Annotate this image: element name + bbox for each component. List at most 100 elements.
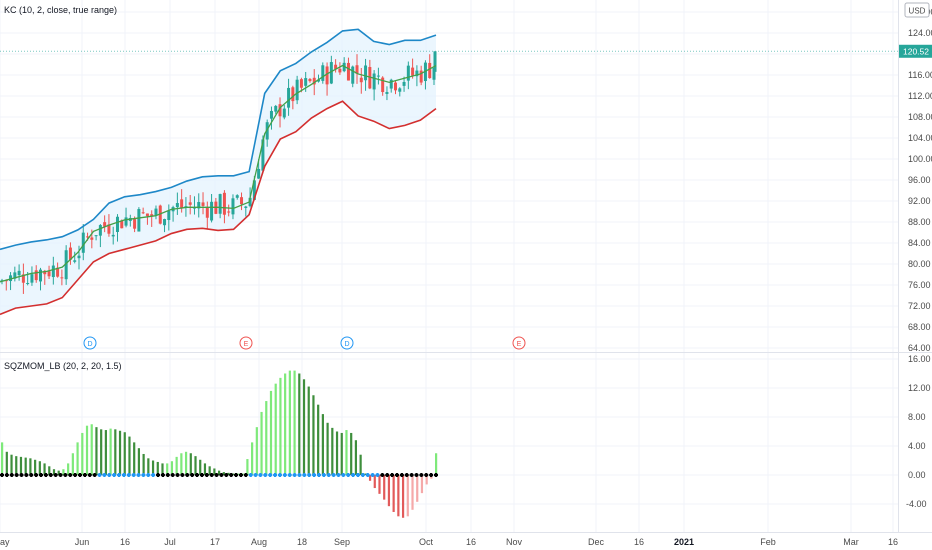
kc-indicator-label[interactable]: KC (10, 2, close, true range) [4,5,117,15]
candle-body [167,210,171,221]
momentum-axis[interactable]: 16.00 12.00 8.00 4.00 0.00 -4.00 [906,354,931,509]
squeeze-dot [307,473,312,477]
momentum-bar [288,370,291,475]
squeeze-dot [297,473,302,477]
candle-body [115,216,119,232]
candle-body [150,214,154,217]
momentum-bar [175,456,178,475]
squeeze-dot [273,473,278,477]
candle-body [257,168,261,179]
momentum-bar [350,432,353,475]
squeeze-dot [117,473,122,477]
momentum-bar [420,475,424,494]
squeeze-dot [204,473,209,477]
squeeze-dot [380,473,385,477]
candle-body [321,65,325,81]
price-tick-label: 68.00 [908,322,931,332]
squeeze-dot [326,473,331,477]
dividend-event-marker[interactable] [83,336,97,350]
candle-body [133,219,137,229]
candle-body [428,62,432,79]
time-tick-label: Mar [843,537,859,547]
price-tick-label: 100.00 [908,154,932,164]
candle-body [51,265,55,278]
momentum-bar [401,475,405,518]
momentum-bar [227,472,230,475]
momentum-bar [312,395,315,475]
price-tick-label: 72.00 [908,301,931,311]
candle-body [376,75,380,77]
squeeze-dot [68,473,73,477]
squeeze-dot [404,473,409,477]
candle-body [86,236,90,238]
squeeze-dot [360,473,365,477]
price-tick-label: 124.00 [908,28,932,38]
squeeze-dot [419,473,424,477]
candle-body [244,206,248,208]
squeeze-dot [24,473,29,477]
candle-body [201,202,205,206]
squeeze-dot [92,473,97,477]
momentum-bar [24,457,27,475]
currency-box[interactable] [904,2,930,18]
squeeze-dot [336,473,341,477]
price-axis[interactable]: 128.00124.00120.00116.00112.00108.00104.… [908,7,932,353]
time-axis[interactable]: ay Jun 16 Jul 17 Aug 18 Sep Oct 16 Nov Dec 16 2021 Feb… [0,537,898,547]
candle-body [9,275,13,282]
candle-body [158,205,162,224]
dividend-event-marker[interactable] [340,336,354,350]
momentum-bar [142,453,145,475]
candle-body [299,79,303,88]
squeeze-dot [78,473,83,477]
momentum-bar [317,404,320,475]
momentum-bar [156,461,159,475]
momentum-bar [133,442,136,475]
momentum-bar [321,414,324,475]
currency-label: USD [909,7,926,16]
momentum-bar [251,442,254,475]
time-tick-label: Nov [506,537,523,547]
momentum-bar [298,373,301,475]
momentum-bar [326,422,329,475]
candle-body [359,77,363,83]
squeeze-dot [82,473,87,477]
candle-body [77,255,81,259]
squeeze-dot [107,473,112,477]
candle-body [389,79,393,89]
candle-body [124,217,128,226]
candle-body [385,92,389,94]
momentum-bar [104,430,107,475]
candle-body [433,51,437,72]
squeeze-dot [19,473,24,477]
momentum-bar [208,466,211,475]
momentum-bar [62,469,65,475]
candle-body [94,235,98,237]
momentum-tick-label: 16.00 [908,354,931,364]
squeeze-dot [14,473,19,477]
candle-body [398,88,402,92]
earnings-event-marker[interactable] [239,336,253,350]
squeeze-dot [160,473,165,477]
squeeze-dot [292,473,297,477]
squeeze-dot [234,473,239,477]
price-tick-label: 104.00 [908,133,932,143]
candle-body [338,68,342,73]
squeeze-dot [0,473,4,477]
momentum-bar [307,386,310,475]
candles [0,51,437,294]
momentum-bar [15,456,18,475]
candle-body [274,105,278,112]
squeeze-dot [214,473,219,477]
squeeze-dot [195,473,200,477]
sqzmom-indicator-label[interactable]: SQZMOM_LB (20, 2, 20, 1.5) [4,361,122,371]
earnings-event-marker[interactable] [512,336,526,350]
candle-body [192,207,196,209]
momentum-bar [345,430,348,475]
squeeze-dot [258,473,263,477]
time-tick-label: 16 [888,537,898,547]
momentum-bar [392,475,395,512]
momentum-bar [151,460,155,475]
squeeze-dot [224,473,229,477]
